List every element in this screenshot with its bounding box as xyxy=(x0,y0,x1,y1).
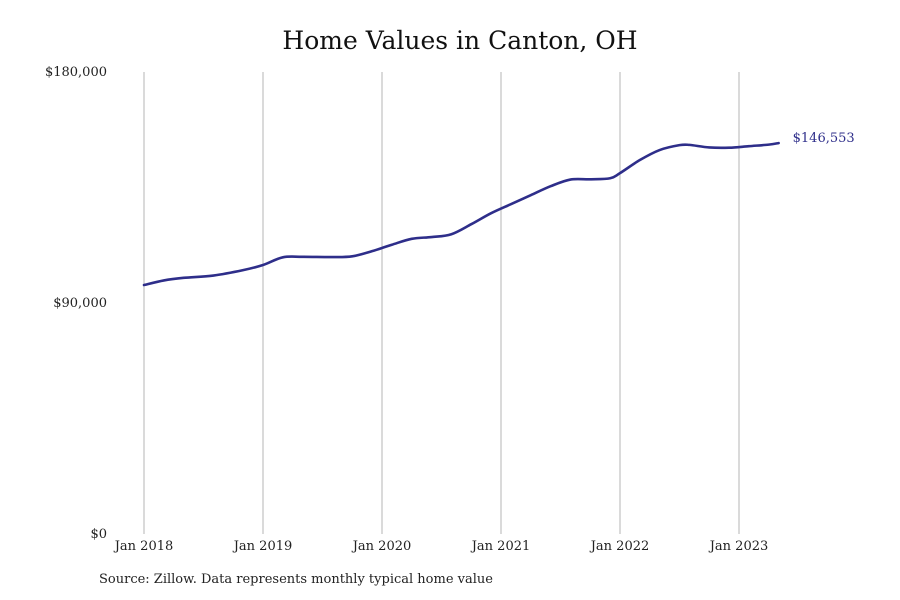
y-axis: $0 $90,000 $180,000 xyxy=(45,65,107,542)
y-tick-label: $0 xyxy=(90,527,107,542)
source-note: Source: Zillow. Data represents monthly … xyxy=(99,572,493,587)
chart-title: Home Values in Canton, OH xyxy=(282,26,638,55)
x-tick-label: Jan 2019 xyxy=(232,539,293,554)
grid-lines xyxy=(143,72,740,534)
point-group xyxy=(144,143,779,285)
x-tick-label: Jan 2021 xyxy=(470,539,531,554)
series-group: $146,553 xyxy=(142,131,855,287)
end-value-label: $146,553 xyxy=(793,131,855,146)
x-tick-label: Jan 2020 xyxy=(351,539,412,554)
x-tick-label: Jan 2018 xyxy=(113,539,174,554)
x-tick-label: Jan 2022 xyxy=(589,539,650,554)
y-tick-label: $90,000 xyxy=(53,296,107,311)
y-tick-label: $180,000 xyxy=(45,65,107,80)
series-line xyxy=(142,141,780,287)
x-tick-label: Jan 2023 xyxy=(708,539,769,554)
x-axis: Jan 2018 Jan 2019 Jan 2020 Jan 2021 Jan 2022… xyxy=(113,539,769,554)
